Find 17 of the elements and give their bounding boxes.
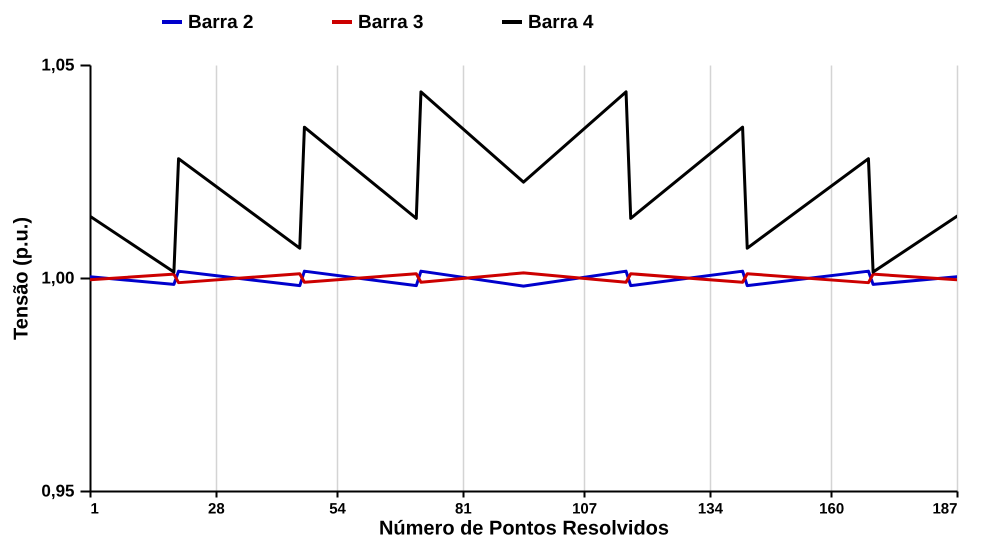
x-tick-label: 134: [698, 500, 724, 518]
legend-label: Barra 3: [358, 12, 424, 33]
x-tick-label: 107: [572, 500, 598, 518]
x-tick-label: 54: [329, 500, 347, 518]
y-tick-label: 1,05: [41, 56, 74, 74]
line-series: [90, 271, 957, 284]
y-axis-title: Tensão (p.u.): [10, 217, 32, 340]
x-tick-label: 28: [208, 500, 225, 518]
x-axis-title: Número de Pontos Resolvidos: [378, 518, 670, 540]
y-tick-label: 1,00: [41, 268, 74, 288]
x-tick-label: 81: [455, 500, 472, 518]
x-tick-label: 187: [932, 500, 958, 518]
y-tick-label: 0,95: [41, 482, 74, 500]
legend-label: Barra 2: [188, 12, 254, 33]
x-tick-label: 1: [90, 500, 99, 518]
legend-label: Barra 4: [528, 12, 594, 33]
x-tick-label: 160: [819, 500, 844, 518]
